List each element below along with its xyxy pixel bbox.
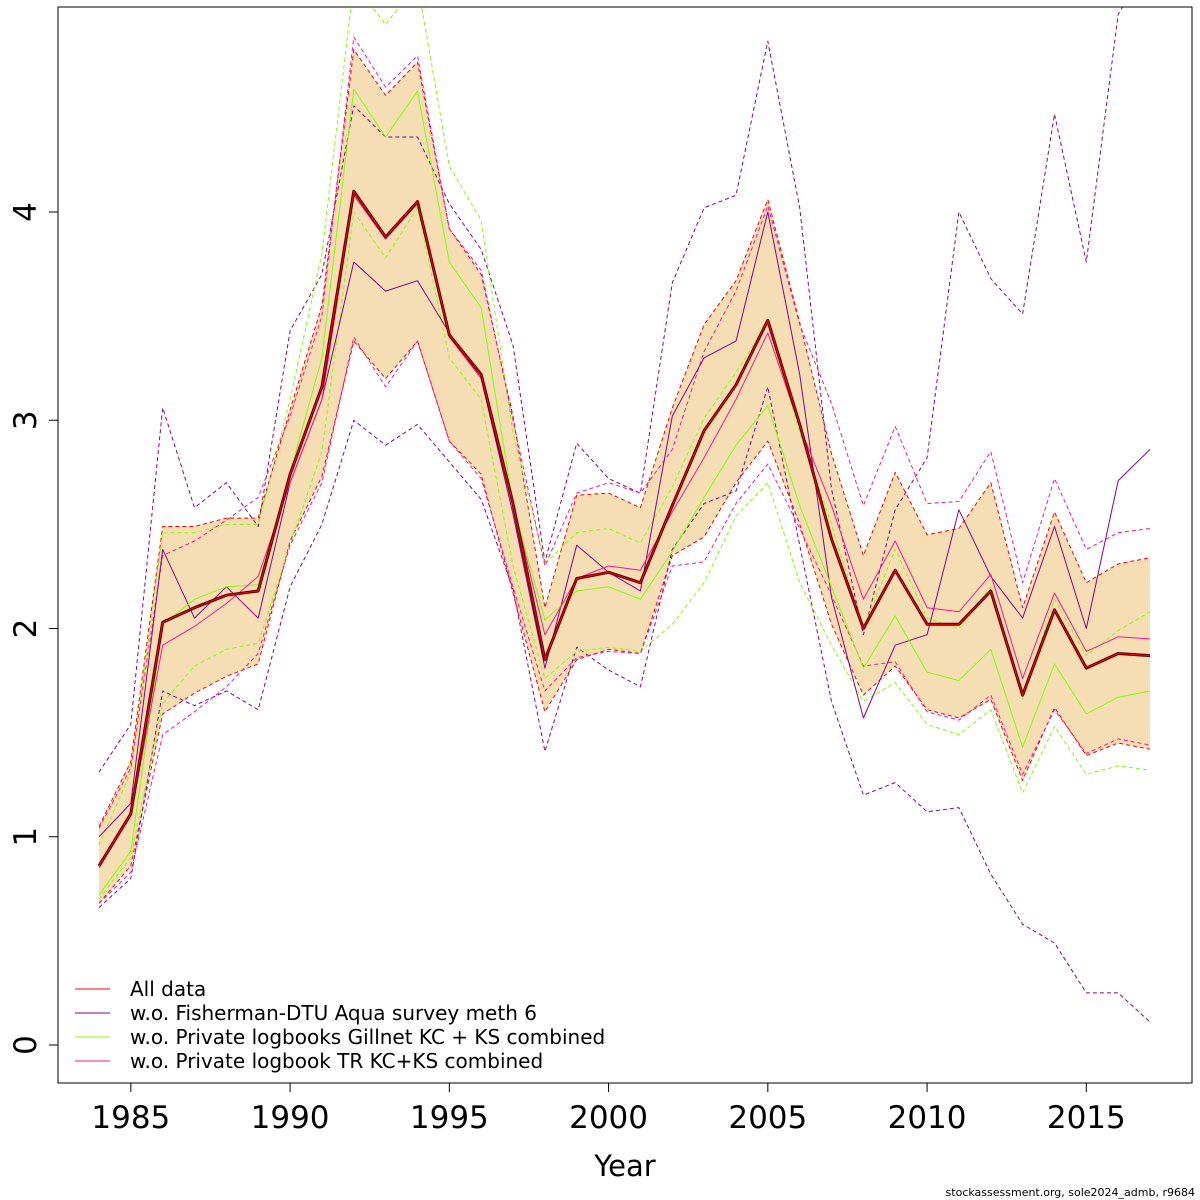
series-1-upper-bound bbox=[98, 7, 1124, 773]
series-1-line bbox=[98, 211, 1151, 838]
plot-frame bbox=[57, 6, 1193, 1084]
series-1-lower-bound bbox=[98, 386, 1151, 1023]
x-axis-title: Year bbox=[593, 1149, 655, 1183]
x-tick-label-1995: 1995 bbox=[410, 1100, 489, 1136]
x-tick-label-1985: 1985 bbox=[91, 1100, 170, 1136]
legend-label-3: w.o. Private logbook TR KC+KS combined bbox=[130, 1049, 543, 1073]
series-3-lower-bound bbox=[98, 336, 1151, 904]
series-2-upper-bound bbox=[98, 7, 1151, 846]
series-3-upper-bound bbox=[98, 36, 1151, 829]
confidence-band bbox=[99, 49, 1150, 904]
series-0-upper-bound bbox=[98, 49, 1151, 827]
credit-text: stockassessment.org, sole2024_admb, r968… bbox=[946, 1186, 1195, 1199]
legend-label-0: All data bbox=[130, 977, 206, 1001]
main-estimate-inner-line bbox=[98, 190, 1151, 867]
x-tick-label-2000: 2000 bbox=[569, 1100, 648, 1136]
y-tick-label-3: 3 bbox=[8, 410, 44, 430]
series-lines-layer bbox=[97, 7, 1151, 1023]
legend-label-1: w.o. Fisherman-DTU Aqua survey meth 6 bbox=[130, 1001, 537, 1025]
confidence-band-layer bbox=[99, 49, 1150, 904]
x-axis: 1985 1990 1995 2000 2005 2010 2015 bbox=[91, 1083, 1126, 1136]
series-0-lower-bound bbox=[98, 340, 1151, 904]
y-tick-label-2: 2 bbox=[8, 619, 44, 639]
y-tick-label-0: 0 bbox=[8, 1035, 44, 1055]
y-tick-label-4: 4 bbox=[8, 202, 44, 222]
x-tick-label-1990: 1990 bbox=[251, 1100, 330, 1136]
x-tick-label-2010: 2010 bbox=[888, 1100, 967, 1136]
x-tick-label-2005: 2005 bbox=[728, 1100, 807, 1136]
y-axis: 0 1 2 3 4 bbox=[8, 202, 58, 1055]
x-tick-label-2015: 2015 bbox=[1047, 1100, 1126, 1136]
legend-label-2: w.o. Private logbooks Gillnet KC + KS co… bbox=[130, 1025, 605, 1049]
series-2-lower-bound bbox=[98, 207, 1151, 900]
y-tick-label-1: 1 bbox=[8, 827, 44, 847]
